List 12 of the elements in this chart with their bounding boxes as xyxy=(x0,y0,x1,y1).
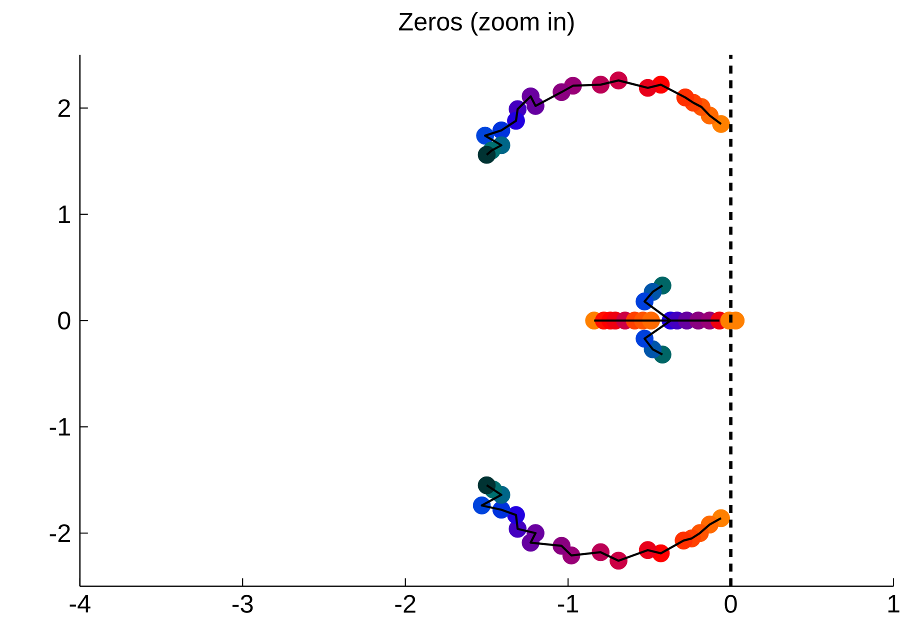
x-tick-label: -3 xyxy=(232,594,253,613)
y-tick-label: 0 xyxy=(58,312,70,330)
x-tick-label: 0 xyxy=(724,594,737,613)
x-tick-label: -4 xyxy=(70,594,90,612)
y-tick-label: 2 xyxy=(58,99,70,117)
y-tick-label: 1 xyxy=(59,206,70,223)
y-tick-label: -2 xyxy=(50,524,70,542)
chart-title: Zeros (zoom in) xyxy=(398,12,574,36)
x-tick-label: -2 xyxy=(395,594,416,613)
x-tick-label: 1 xyxy=(888,594,900,612)
y-tick-label: -1 xyxy=(50,418,70,436)
x-tick-label: -1 xyxy=(558,594,578,612)
